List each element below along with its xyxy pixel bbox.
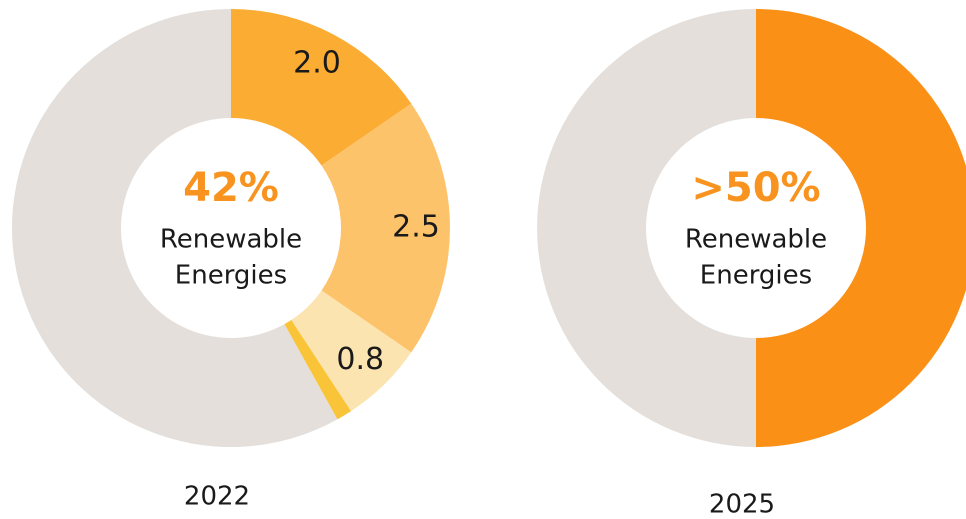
center-text: Energies	[700, 261, 812, 291]
center-text: Energies	[175, 261, 287, 291]
data-label: 0.8	[336, 342, 384, 377]
donut-slice	[284, 320, 352, 420]
caption: 2025	[709, 490, 775, 519]
donut-slice	[291, 290, 412, 412]
donut-slice	[231, 9, 412, 166]
caption: 2022	[184, 482, 250, 512]
donut-slice	[537, 9, 756, 447]
data-label: 2.0	[293, 46, 341, 81]
center-title: >50%	[691, 165, 820, 211]
donut-slice	[321, 103, 451, 353]
center-text: Renewable	[160, 225, 302, 255]
donut-slice	[756, 9, 966, 447]
data-label: 2.5	[392, 210, 440, 245]
donut-slice	[11, 9, 338, 447]
center-title: 42%	[183, 165, 279, 211]
center-text: Renewable	[685, 225, 827, 255]
